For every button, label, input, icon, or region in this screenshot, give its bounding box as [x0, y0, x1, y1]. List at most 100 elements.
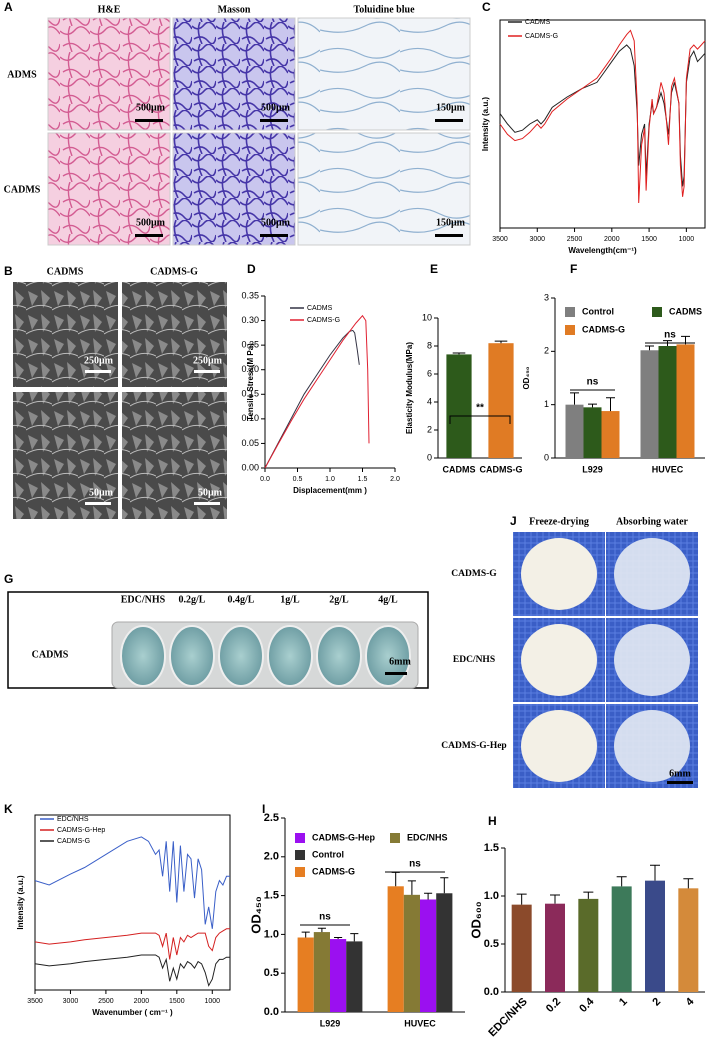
x-tick-label: L929: [582, 464, 603, 474]
panel-letter: I: [262, 802, 265, 816]
y-tick-label: 0.20: [241, 364, 259, 374]
scale-label: 6mm: [389, 656, 411, 667]
scale-bar: [260, 119, 288, 122]
sample: [521, 710, 597, 782]
bar: [446, 354, 472, 458]
row-label: CADMS-G: [451, 569, 497, 579]
y-tick-label: 3: [544, 292, 549, 302]
error-bar: [407, 880, 416, 895]
sem-image: [122, 282, 227, 387]
panel-letter: B: [4, 264, 13, 278]
scale-label: 150μm: [436, 102, 466, 113]
scale-bar: [85, 370, 111, 373]
error-bar: [516, 893, 527, 905]
error-bar: [494, 340, 508, 344]
y-tick-label: 0.0: [264, 1006, 279, 1018]
series-line: [264, 329, 360, 469]
scale-label: 500μm: [261, 102, 291, 113]
x-tick-label: HUVEC: [404, 1018, 436, 1028]
x-tick-label: EDC/NHS: [486, 996, 529, 1037]
y-tick-label: 0.00: [241, 462, 259, 472]
y-tick-label: 0.05: [241, 438, 259, 448]
bar: [611, 886, 632, 992]
well: [365, 625, 411, 687]
x-tick-label: 0.2: [544, 996, 563, 1015]
x-axis-label: Wavenumber ( cm⁻¹ ): [92, 1008, 173, 1017]
legend-label: Control: [582, 306, 614, 316]
x-tick-label: 0.0: [260, 476, 270, 483]
x-tick-label: 1500: [169, 998, 185, 1005]
y-tick-label: 1.5: [484, 842, 499, 854]
y-axis-label: Tensile Stress(M Pa): [246, 343, 255, 421]
column-header: Freeze-drying: [529, 516, 589, 527]
scale-label: 500μm: [261, 217, 291, 228]
x-tick-label: 0.4: [577, 995, 597, 1015]
y-tick-label: 0.25: [241, 340, 259, 350]
scale-bar: [435, 234, 463, 237]
x-tick-label: CADMS: [443, 464, 476, 474]
y-axis-label: Intensity (a.u.): [16, 875, 25, 930]
series-line: [34, 928, 230, 960]
sem-image: [13, 392, 118, 519]
micrograph: [47, 17, 171, 131]
x-tick-label: 2500: [98, 998, 114, 1005]
column-header: 1g/L: [280, 594, 300, 605]
scale-label: 50μm: [198, 487, 223, 498]
error-bar: [588, 403, 597, 408]
y-axis-label: OD₄₅₀: [248, 896, 263, 934]
series-line: [499, 44, 706, 187]
legend-label: CADMS-G-Hep: [312, 832, 375, 842]
bracket: [449, 415, 511, 424]
error-bar: [350, 933, 359, 942]
legend-swatch: [652, 307, 662, 317]
legend-label: CADMS: [669, 306, 702, 316]
y-tick-label: 1.0: [484, 890, 499, 902]
y-tick-label: 0.5: [264, 967, 279, 979]
well: [218, 625, 264, 687]
column-header: H&E: [98, 4, 121, 15]
well: [169, 625, 215, 687]
series-line: [264, 314, 370, 469]
row-label: CADMS-G-Hep: [441, 741, 506, 751]
panel-letter: D: [247, 262, 256, 276]
column-header: EDC/NHS: [121, 594, 166, 605]
scale-label: 250μm: [193, 355, 223, 366]
y-axis-label: Intensity (a.u.): [481, 97, 490, 152]
panel-letter: E: [430, 262, 438, 276]
bar: [387, 886, 404, 1012]
annotation: ns: [664, 330, 676, 341]
bar: [565, 404, 584, 458]
y-tick-label: 2: [544, 346, 549, 356]
error-bar: [650, 864, 660, 881]
scale-bar: [667, 781, 693, 784]
sample: [614, 624, 690, 696]
row-label: ADMS: [7, 69, 37, 80]
x-tick-label: 0.5: [293, 476, 303, 483]
micrograph: [297, 17, 471, 131]
scale-label: 50μm: [89, 487, 114, 498]
legend-swatch: [295, 833, 305, 843]
panel-letter: H: [488, 814, 497, 828]
row-label: EDC/NHS: [453, 655, 495, 665]
x-tick-label: L929: [320, 1018, 341, 1028]
panel-letter: F: [570, 262, 577, 276]
x-tick-label: 1000: [204, 998, 220, 1005]
x-tick-label: 1.0: [325, 476, 335, 483]
error-bar: [550, 894, 560, 904]
legend-swatch: [565, 307, 575, 317]
x-tick-label: 3000: [529, 236, 545, 243]
series-line: [34, 954, 230, 987]
legend-label: Control: [312, 849, 344, 859]
legend-swatch: [295, 850, 305, 860]
row-label: CADMS: [32, 649, 69, 660]
bar: [403, 894, 420, 1012]
panel-letter: A: [4, 0, 13, 14]
scale-bar: [385, 672, 407, 675]
scale-label: 500μm: [136, 102, 166, 113]
scale-label: 150μm: [436, 217, 466, 228]
annotation: ns: [587, 377, 599, 388]
x-tick-label: 2: [650, 996, 663, 1009]
well: [316, 625, 362, 687]
x-axis-label: Wavelength(cm⁻¹): [568, 246, 637, 255]
